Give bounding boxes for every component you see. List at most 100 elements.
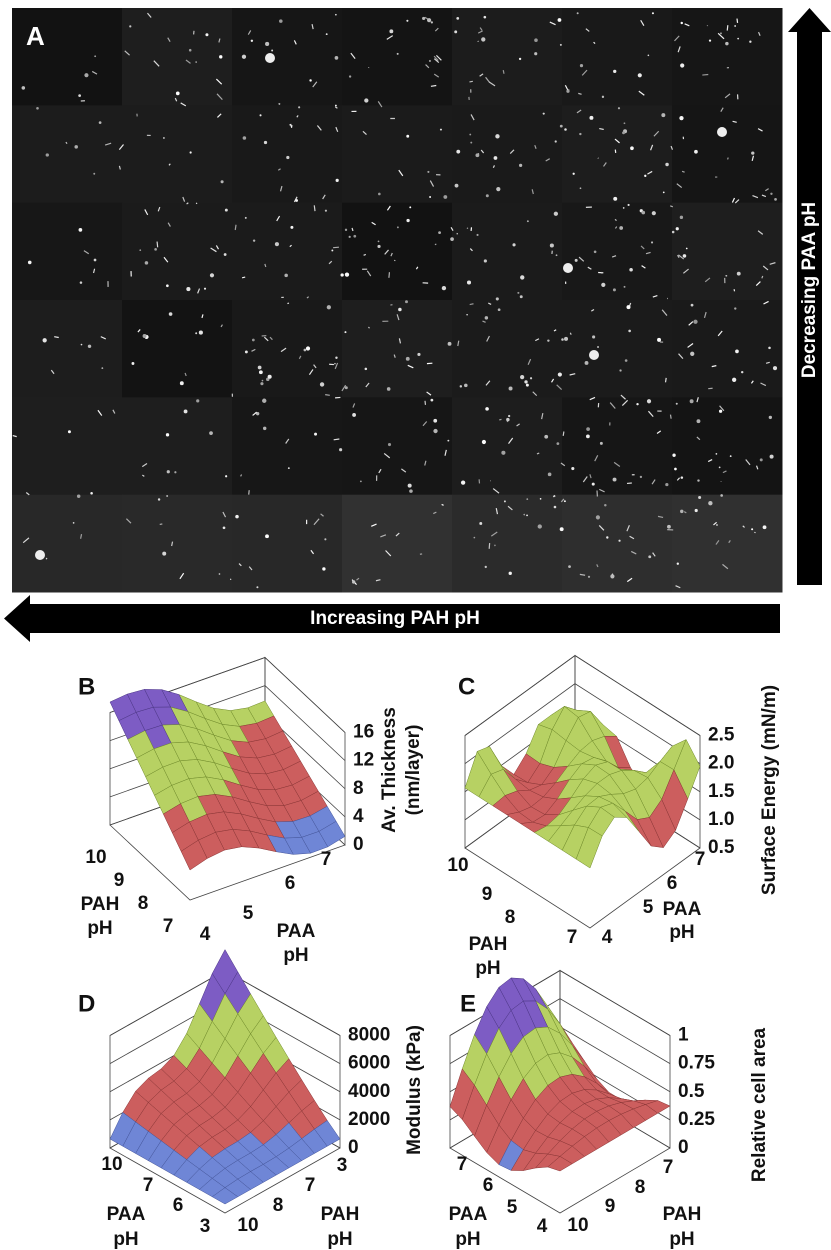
cell (604, 504, 606, 506)
z-tick-label: 1.0 (708, 809, 734, 830)
z-tick-label: 8000 (348, 1025, 390, 1046)
cell (456, 17, 459, 20)
axis-tick-label: 3 (200, 1216, 211, 1237)
cell (68, 430, 71, 433)
cell (676, 227, 679, 230)
cell (335, 356, 337, 358)
cell (470, 142, 472, 144)
axis-tick-label: 7 (695, 849, 706, 870)
cell (205, 33, 208, 36)
cell-process (580, 574, 585, 575)
cell (169, 312, 173, 316)
cell (741, 371, 743, 373)
cell (709, 40, 711, 42)
cell (406, 135, 409, 138)
tile (562, 300, 673, 398)
cell (174, 471, 176, 473)
cell-process (570, 333, 571, 335)
cell (219, 55, 222, 58)
axis-tick-label: 9 (605, 1196, 616, 1217)
cell (290, 226, 293, 229)
cell (295, 199, 298, 202)
cell-cluster (265, 53, 275, 63)
cell (196, 399, 199, 402)
cell (101, 367, 103, 369)
cell (325, 210, 327, 212)
cell (628, 330, 631, 333)
axis-tick-label: 8 (505, 907, 516, 928)
axis-tick-label: 7 (663, 1157, 674, 1178)
cell (735, 350, 739, 354)
cell (484, 16, 487, 19)
cell (630, 146, 634, 150)
cell (360, 480, 362, 482)
cell (132, 362, 135, 365)
cell (162, 552, 166, 556)
cell (262, 399, 266, 403)
cell (190, 151, 192, 153)
z-tick-label: 2000 (348, 1109, 390, 1130)
cell (352, 413, 356, 417)
cell (209, 431, 213, 435)
cell (600, 442, 603, 445)
cell (184, 410, 188, 414)
cell-process (727, 25, 728, 30)
axis-tick-label: 5 (243, 903, 254, 924)
cell (624, 122, 626, 124)
cell (508, 415, 510, 417)
cell (566, 90, 569, 93)
cell (320, 382, 324, 386)
cell (623, 207, 625, 209)
cell (166, 433, 169, 436)
axis-tick-label: 9 (482, 884, 493, 905)
cell (580, 187, 582, 189)
cell (561, 338, 564, 341)
cell (618, 540, 620, 542)
cell (679, 116, 683, 120)
cell (719, 410, 722, 413)
cell (509, 387, 513, 391)
cell (443, 195, 447, 199)
cell (720, 494, 723, 497)
cell (564, 128, 567, 131)
z-axis-title: Av. Thickness (379, 707, 400, 833)
cell (454, 30, 457, 33)
cell (306, 346, 310, 350)
cell-process (478, 41, 479, 42)
cell (397, 53, 399, 55)
z-tick-label: 1.5 (708, 781, 735, 802)
z-tick-label: 0.25 (678, 1109, 715, 1130)
cell (143, 334, 147, 338)
axis-title: PAA (107, 1204, 146, 1225)
cell (456, 150, 460, 154)
surface-plot: 80006000400020000DModulus (kPa)107631087… (78, 950, 425, 1250)
tile (452, 8, 563, 106)
cell (504, 500, 506, 502)
cell (647, 399, 651, 403)
cell-process (467, 228, 468, 229)
cell (271, 50, 273, 52)
cell (139, 249, 141, 251)
panel-label: D (78, 990, 95, 1017)
cell (686, 248, 688, 250)
axis-title: pH (669, 1229, 694, 1250)
cell (166, 495, 168, 497)
tile (342, 105, 453, 203)
cell (716, 524, 718, 526)
cell (284, 274, 288, 278)
cell (298, 106, 300, 108)
cell-process (389, 272, 390, 278)
tile (232, 203, 343, 301)
cell (145, 261, 149, 265)
cell (773, 366, 777, 370)
cell (409, 489, 413, 493)
cell (345, 386, 348, 389)
surface-plot: 1612840BAv. Thickness(nm/layer)109874567… (78, 658, 424, 967)
cell (442, 286, 446, 290)
axis-tick-label: 7 (457, 1154, 468, 1175)
cell (484, 259, 487, 262)
cell (695, 509, 698, 512)
cell-process (499, 419, 501, 420)
cell (485, 407, 489, 411)
cell (377, 245, 380, 248)
